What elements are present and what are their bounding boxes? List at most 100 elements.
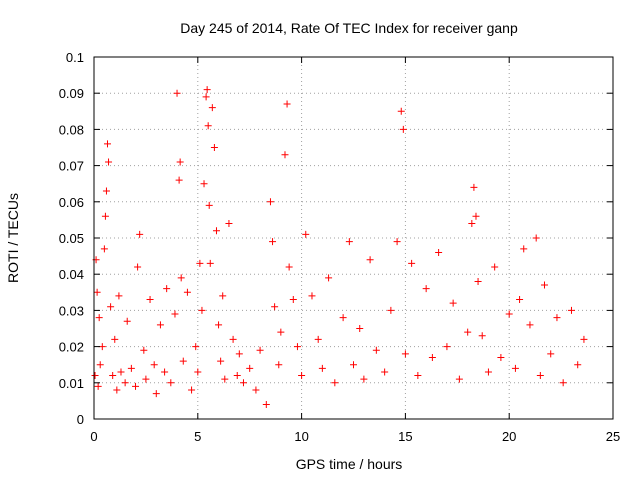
data-point xyxy=(325,274,333,282)
data-point xyxy=(152,390,160,398)
data-point xyxy=(283,100,291,108)
data-point xyxy=(179,357,187,365)
data-point xyxy=(318,364,326,372)
x-tick-label: 20 xyxy=(502,429,516,444)
data-point xyxy=(366,256,374,264)
data-point xyxy=(91,372,99,380)
data-point xyxy=(100,245,108,253)
y-tick-label: 0.04 xyxy=(59,267,84,282)
y-tick-label: 0.03 xyxy=(59,303,84,318)
data-point xyxy=(203,86,211,94)
data-point xyxy=(204,122,212,130)
data-point xyxy=(173,89,181,97)
data-point xyxy=(520,245,528,253)
data-point xyxy=(381,368,389,376)
data-point xyxy=(271,303,279,311)
data-point xyxy=(93,288,101,296)
data-point xyxy=(435,248,443,256)
data-point xyxy=(176,158,184,166)
data-point xyxy=(102,187,110,195)
data-point xyxy=(200,180,208,188)
data-point xyxy=(136,230,144,238)
data-point xyxy=(497,353,505,361)
y-tick-label: 0.07 xyxy=(59,159,84,174)
data-point xyxy=(281,151,289,159)
data-point xyxy=(314,335,322,343)
data-point xyxy=(183,288,191,296)
data-point xyxy=(225,220,233,228)
data-point xyxy=(146,296,154,304)
data-point xyxy=(121,379,129,387)
data-point xyxy=(256,346,264,354)
data-point xyxy=(511,364,519,372)
data-point xyxy=(163,285,171,293)
data-point xyxy=(428,353,436,361)
data-point xyxy=(96,361,104,369)
data-point xyxy=(94,382,102,390)
data-point xyxy=(175,176,183,184)
data-point xyxy=(553,314,561,322)
data-point xyxy=(95,314,103,322)
data-point xyxy=(215,321,223,329)
data-point xyxy=(331,379,339,387)
y-tick-label: 0.09 xyxy=(59,86,84,101)
chart-title: Day 245 of 2014, Rate Of TEC Index for r… xyxy=(180,20,518,36)
data-point xyxy=(414,372,422,380)
data-point xyxy=(302,230,310,238)
data-point xyxy=(372,346,380,354)
data-point xyxy=(221,375,229,383)
data-point xyxy=(115,292,123,300)
data-point xyxy=(212,227,220,235)
data-point xyxy=(205,201,213,209)
data-point xyxy=(177,274,185,282)
data-point xyxy=(192,343,200,351)
data-point xyxy=(547,350,555,358)
y-tick-label: 0.08 xyxy=(59,122,84,137)
data-point xyxy=(408,259,416,267)
data-point xyxy=(107,303,115,311)
y-tick-label: 0.1 xyxy=(66,50,84,65)
data-point xyxy=(229,335,237,343)
data-point xyxy=(103,140,111,148)
data-point xyxy=(360,375,368,383)
data-point xyxy=(140,346,148,354)
data-point xyxy=(399,125,407,133)
data-point xyxy=(443,343,451,351)
data-point xyxy=(505,310,513,318)
data-point xyxy=(188,386,196,394)
data-point xyxy=(101,212,109,220)
data-point xyxy=(387,306,395,314)
data-point xyxy=(516,296,524,304)
data-point xyxy=(401,350,409,358)
data-point xyxy=(536,372,544,380)
data-point xyxy=(277,328,285,336)
data-point xyxy=(105,158,113,166)
data-point xyxy=(393,238,401,246)
data-point xyxy=(134,263,142,271)
data-point xyxy=(171,310,179,318)
data-point xyxy=(298,372,306,380)
y-tick-label: 0.05 xyxy=(59,231,84,246)
data-point xyxy=(397,107,405,115)
y-tick-label: 0.01 xyxy=(59,376,84,391)
data-point xyxy=(289,296,297,304)
data-point xyxy=(540,281,548,289)
data-point xyxy=(150,361,158,369)
data-point xyxy=(472,212,480,220)
data-point xyxy=(219,292,227,300)
data-point xyxy=(580,335,588,343)
data-point xyxy=(339,314,347,322)
data-point xyxy=(464,328,472,336)
axis-ticks: 0 0.01 0.02 0.03 0.04 0.05 0.06 0.07 0.08 0.09 0.1… xyxy=(59,50,621,444)
data-point xyxy=(123,317,131,325)
data-point xyxy=(206,259,214,267)
data-point xyxy=(567,306,575,314)
data-point xyxy=(474,277,482,285)
data-point xyxy=(208,104,216,112)
data-point xyxy=(210,144,218,151)
data-point xyxy=(285,263,293,271)
data-point xyxy=(468,220,476,228)
data-point xyxy=(239,379,247,387)
data-point xyxy=(198,306,206,314)
